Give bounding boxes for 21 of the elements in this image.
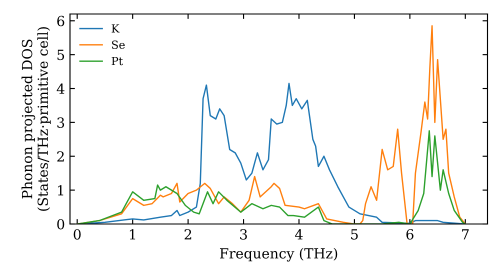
legend-label: K <box>112 24 120 32</box>
x-tick-label: 3 <box>240 229 247 240</box>
x-tick-label: 4 <box>294 229 303 240</box>
x-tick-label: 6 <box>406 229 414 240</box>
y-tick-label: 3 <box>57 117 64 128</box>
x-tick-label: 5 <box>351 229 358 240</box>
y-tick-label: 4 <box>56 83 64 94</box>
x-tick-label: 0 <box>74 229 81 240</box>
legend-label: Pt <box>112 56 123 66</box>
y-tick-label: 2 <box>57 151 64 162</box>
y-axis-title: Phonon projected DOS (States/THz·primitive cell) <box>22 27 51 211</box>
x-axis-title: Frequency (THz) <box>220 248 338 262</box>
x-tick-label: 2 <box>184 229 192 240</box>
x-tick-label: 7 <box>462 229 469 240</box>
y-tick-label: 5 <box>57 50 64 60</box>
legend-label: Se <box>112 40 125 49</box>
x-tick-label: 1 <box>130 229 136 240</box>
line-series <box>76 130 466 224</box>
y-tick-label: 6 <box>57 16 64 26</box>
y-tick-label: 0 <box>57 218 64 230</box>
y-tick-label: 1 <box>58 185 64 196</box>
